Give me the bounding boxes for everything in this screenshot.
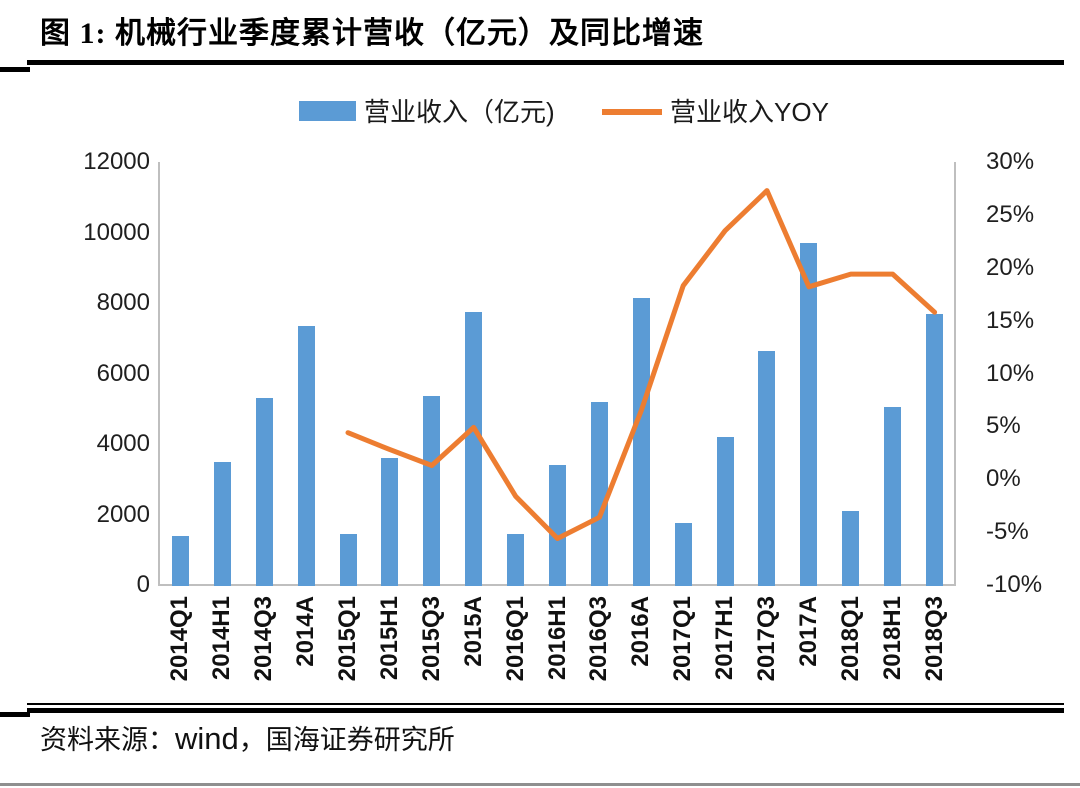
source-note: 资料来源：wind，国海证券研究所	[40, 718, 455, 757]
left-axis-tick-8000: 8000	[96, 289, 150, 316]
source-rest: ，国海证券研究所	[238, 725, 455, 755]
x-axis-label-2018Q3: 2018Q3	[920, 596, 948, 682]
bar-2016Q1	[507, 533, 525, 586]
right-axis-tick--10%: -10%	[986, 571, 1043, 598]
x-axis-label-2017Q1: 2017Q1	[669, 596, 697, 682]
right-axis-tick-15%: 15%	[986, 306, 1035, 334]
x-axis-label-2015A: 2015A	[459, 596, 487, 667]
bar-2018H1	[884, 406, 902, 586]
bar-2018Q1	[842, 510, 860, 586]
x-axis-label-2014H1: 2014H1	[208, 596, 236, 681]
x-axis-label-2017A: 2017A	[794, 596, 822, 667]
legend-bar-swatch	[299, 101, 356, 121]
title-divider-left-dash	[0, 67, 30, 72]
bar-2017A	[800, 243, 818, 586]
source-divider-left-dash	[0, 712, 30, 717]
right-axis-tick-20%: 20%	[986, 253, 1035, 281]
bar-2017Q1	[674, 523, 692, 586]
x-axis-label-2016H1: 2016H1	[543, 596, 571, 681]
right-axis-tick--5%: -5%	[986, 518, 1029, 546]
bar-2015Q3	[423, 396, 441, 586]
bar-2016Q3	[590, 401, 608, 586]
right-axis-tick-25%: 25%	[986, 200, 1035, 228]
right-axis-tick-5%: 5%	[986, 412, 1021, 440]
left-axis-tick-2000: 2000	[96, 500, 150, 528]
x-axis-label-2017Q3: 2017Q3	[752, 596, 780, 682]
bar-2015H1	[381, 458, 399, 586]
title-divider	[27, 60, 1064, 65]
x-axis-label-2014Q1: 2014Q1	[166, 596, 194, 682]
chart-legend: 营业收入（亿元) 营业收入YOY	[0, 92, 1080, 132]
bar-2016H1	[549, 465, 566, 586]
source-label: 资料来源：	[40, 725, 175, 755]
source-divider-thin	[27, 703, 1064, 705]
x-axis-label-2015Q1: 2015Q1	[334, 596, 362, 682]
x-axis-label-2018Q1: 2018Q1	[836, 596, 864, 682]
source-wind: wind	[175, 721, 239, 756]
x-axis-label-2016A: 2016A	[627, 596, 655, 667]
next-section-edge	[0, 783, 1080, 786]
bar-2014Q1	[171, 535, 189, 586]
figure-title: 图 1: 机械行业季度累计营收（亿元）及同比增速	[40, 17, 704, 50]
left-axis-tick-4000: 4000	[96, 430, 150, 457]
x-axis-label-2018H1: 2018H1	[878, 596, 906, 681]
right-axis-tick-10%: 10%	[986, 359, 1035, 387]
legend-line-label: 营业收入YOY	[670, 97, 829, 127]
left-axis-tick-12000: 12000	[83, 148, 150, 175]
left-axis-tick-0: 0	[136, 571, 150, 598]
bar-2017H1	[716, 436, 734, 586]
source-divider	[27, 708, 1064, 713]
right-axis-tick-30%: 30%	[986, 148, 1035, 175]
x-axis-label-2015Q3: 2015Q3	[417, 596, 445, 682]
bar-2016A	[632, 297, 650, 586]
x-axis-label-2014Q3: 2014Q3	[250, 596, 278, 682]
bar-2014A	[297, 325, 315, 586]
left-axis-tick-6000: 6000	[96, 359, 150, 387]
bar-2017Q3	[758, 350, 776, 586]
x-axis-label-2014A: 2014A	[292, 596, 320, 667]
legend-line-swatch	[602, 109, 662, 115]
x-axis-label-2016Q1: 2016Q1	[501, 596, 529, 682]
legend-bar-label: 营业收入（亿元)	[364, 97, 555, 127]
x-axis-label-2015H1: 2015H1	[375, 596, 403, 681]
right-axis-line	[954, 162, 956, 586]
left-axis-line	[158, 162, 160, 586]
bar-2014H1	[213, 461, 231, 586]
bar-2018Q3	[926, 313, 944, 586]
right-axis-tick-0%: 0%	[986, 465, 1021, 493]
x-axis-label-2016Q3: 2016Q3	[585, 596, 613, 682]
bar-2014Q3	[255, 398, 273, 586]
bar-2015Q1	[339, 533, 357, 586]
x-axis-label-2017H1: 2017H1	[711, 596, 739, 681]
bar-2015A	[465, 311, 483, 586]
left-axis-tick-10000: 10000	[83, 218, 150, 246]
